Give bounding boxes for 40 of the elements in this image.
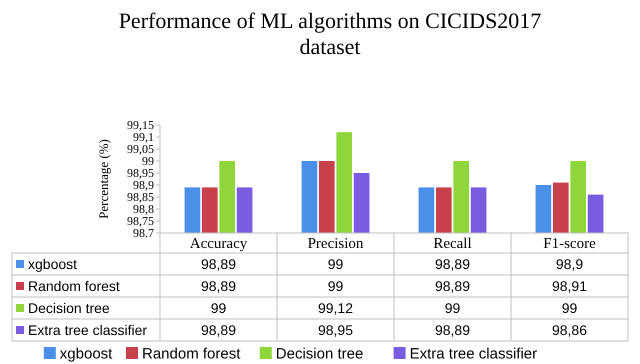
chart-title: Performance of ML algorithms on CICIDS2017 dataset [118, 8, 542, 59]
data-label: 98,89 [434, 256, 470, 272]
legend-label: xgboost [28, 256, 78, 272]
data-label: 98,89 [200, 278, 236, 294]
y-axis-title: Percentage (%) [96, 139, 111, 219]
data-label: 98,95 [318, 322, 354, 338]
x-tick-label: Precision [308, 236, 364, 252]
text: Extra tree classifier [28, 322, 148, 338]
data-label: 98,89 [434, 322, 470, 338]
data-label: 99 [562, 300, 578, 316]
data-label: 98,89 [200, 256, 236, 272]
y-tick-label: 98,75 [127, 214, 154, 228]
data-label: 98,91 [552, 278, 588, 294]
data-label: 98,86 [552, 322, 588, 338]
text: xgboost [60, 345, 112, 362]
y-tick-label: 99,15 [127, 118, 154, 132]
data-label: 98,9 [556, 256, 584, 272]
x-tick-label: Recall [433, 236, 472, 252]
y-tick-label: 98,8 [133, 202, 154, 216]
y-tick-label: 99 [142, 154, 154, 168]
data-label: 99 [210, 300, 226, 316]
y-tick-label: 98,95 [127, 166, 154, 180]
y-tick-label: 98,9 [133, 178, 154, 192]
data-label: 99 [328, 256, 344, 272]
legend-label: Random forest [28, 278, 120, 294]
x-tick-label: F1-score [543, 236, 596, 252]
data-label: 99 [444, 300, 460, 316]
data-label: 98,89 [434, 278, 470, 294]
data-label: 99,12 [318, 300, 354, 316]
y-tick-label: 98.7 [133, 226, 154, 240]
text: Decision tree [28, 300, 110, 316]
legend-label: Extra tree classifier [410, 345, 538, 362]
data-label: 98,89 [200, 322, 236, 338]
text: Random forest [142, 345, 240, 362]
legend-label: Decision tree [276, 345, 364, 362]
x-tick-label: Accuracy [190, 236, 248, 252]
y-tick-label: 98,85 [127, 190, 154, 204]
data-label: 99 [328, 278, 344, 294]
y-tick-label: 99,1 [133, 130, 154, 144]
y-tick-label: 99,05 [127, 142, 154, 156]
